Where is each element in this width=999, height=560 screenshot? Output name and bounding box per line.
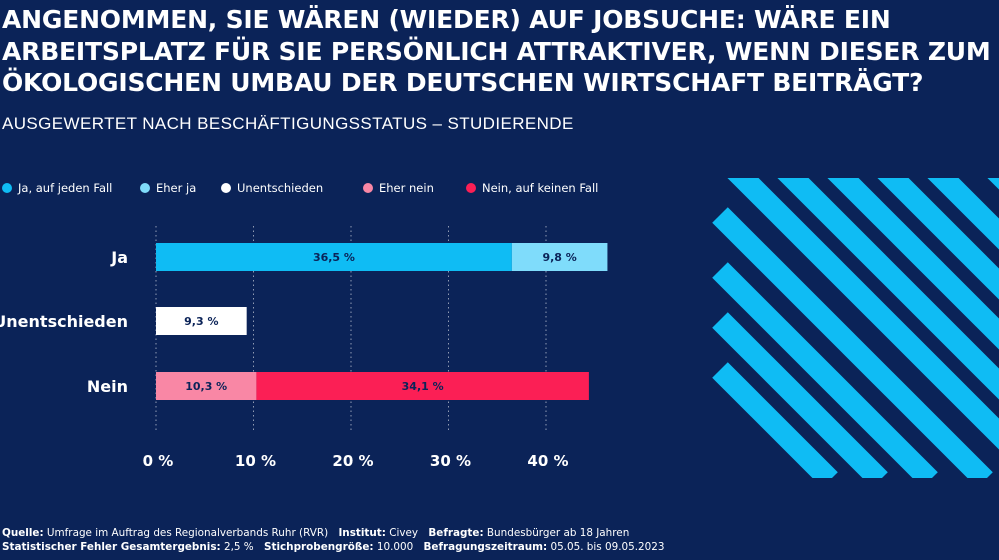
stripe	[927, 178, 999, 250]
legend-label: Eher nein	[379, 181, 434, 195]
stripe	[777, 178, 999, 400]
bar-nein-eher-nein	[156, 372, 257, 400]
source-footer: Quelle: Umfrage im Auftrag des Regionalv…	[2, 526, 997, 554]
footer-respondents-label: Befragte:	[428, 527, 484, 539]
bar-ja-ja-auf-jeden-fall	[156, 243, 512, 271]
x-tick-label: 40 %	[527, 452, 568, 470]
stripe	[727, 178, 999, 450]
stripe	[712, 362, 838, 478]
legend-item-unentschieden: Unentschieden	[221, 181, 323, 195]
footer-institute-value: Civey	[389, 527, 419, 539]
legend-label: Eher ja	[156, 181, 197, 195]
legend-label: Ja, auf jeden Fall	[18, 181, 113, 195]
legend-item-eher-ja: Eher ja	[140, 181, 196, 195]
footer-period-value: 05.05. bis 09.05.2023	[550, 541, 665, 553]
bar-unentschieden-unentschieden	[156, 307, 247, 335]
legend: Ja, auf jeden Fall Eher ja Unentschieden…	[0, 181, 700, 197]
legend-dot	[363, 183, 373, 193]
data-label: 10,3 %	[185, 380, 227, 393]
stripe	[827, 178, 999, 350]
legend-item-nein-auf-keinen-fall: Nein, auf keinen Fall	[466, 181, 598, 195]
legend-label: Unentschieden	[237, 181, 324, 195]
data-label: 9,3 %	[184, 315, 218, 328]
footer-line-1: Quelle: Umfrage im Auftrag des Regionalv…	[2, 526, 997, 540]
category-labels: Ja Unentschieden Nein	[0, 248, 128, 396]
footer-error-value: 2,5 %	[223, 541, 254, 553]
footer-sample-label: Stichprobengröße:	[264, 541, 374, 553]
category-label-unentschieden: Unentschieden	[0, 312, 128, 331]
x-tick-label: 10 %	[235, 452, 276, 470]
stripe	[712, 262, 938, 478]
footer-institute-label: Institut:	[338, 527, 386, 539]
legend-item-ja-auf-jeden-fall: Ja, auf jeden Fall	[2, 181, 112, 195]
decorative-stripes	[712, 178, 999, 478]
stripe	[877, 178, 999, 300]
legend-dot	[221, 183, 231, 193]
legend-dot	[2, 183, 12, 193]
data-label: 34,1 %	[402, 380, 444, 393]
x-tick-label: 0 %	[143, 452, 174, 470]
bar-nein-nein-auf-keinen-fall	[256, 372, 589, 400]
footer-respondents-value: Bundesbürger ab 18 Jahren	[486, 527, 630, 539]
x-tick-label: 30 %	[430, 452, 471, 470]
footer-sample-value: 10.000	[376, 541, 414, 553]
footer-source-value: Umfrage im Auftrag des Regionalverbands …	[46, 527, 329, 539]
chart-title: Angenommen, Sie wären (wieder) auf Jobsu…	[2, 5, 991, 97]
bar-ja-eher-ja	[511, 243, 608, 271]
footer-line-2: Statistischer Fehler Gesamtergebnis: 2,5…	[2, 540, 997, 554]
footer-period-label: Befragungszeitraum:	[423, 541, 548, 553]
legend-dot	[466, 183, 476, 193]
chart-subtitle: AUSGEWERTET NACH BESCHÄFTIGUNGSSTATUS – …	[2, 114, 574, 133]
category-label-ja: Ja	[110, 248, 128, 267]
x-axis-ticks: 0 % 10 % 20 % 30 % 40 %	[143, 452, 569, 470]
legend-item-eher-nein: Eher nein	[363, 181, 434, 195]
footer-error-label: Statistischer Fehler Gesamtergebnis:	[2, 541, 221, 553]
category-label-nein: Nein	[87, 377, 128, 396]
footer-source-label: Quelle:	[2, 527, 44, 539]
x-tick-label: 20 %	[332, 452, 373, 470]
stripe	[712, 207, 993, 478]
data-label: 36,5 %	[313, 251, 355, 264]
stripe	[712, 312, 888, 478]
bars: 36,5 % 9,8 % 9,3 % 10,3 % 34,1 %	[156, 243, 608, 400]
legend-dot	[140, 183, 150, 193]
legend-label: Nein, auf keinen Fall	[482, 181, 599, 195]
data-label: 9,8 %	[542, 251, 576, 264]
